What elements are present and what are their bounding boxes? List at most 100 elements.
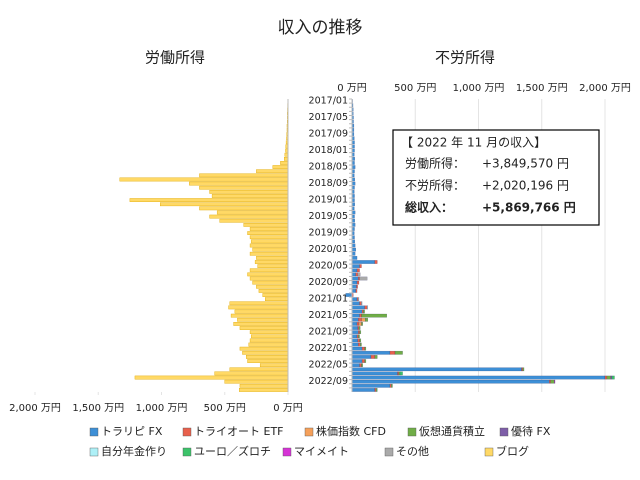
x-tick-label: 2,000 万円 (579, 83, 631, 94)
bar (256, 256, 289, 260)
bar (256, 169, 289, 174)
legend-label: トラリピ FX (101, 425, 163, 438)
bar (355, 289, 358, 293)
bar (370, 355, 375, 359)
bar (357, 272, 361, 277)
bar (351, 289, 356, 293)
bar (351, 297, 358, 302)
x-tick-label: 1,000 万円 (453, 83, 505, 94)
legend-label: 株価指数 CFD (316, 424, 386, 438)
bar (356, 268, 360, 273)
bar (239, 388, 289, 392)
chart-title: 不労所得 (435, 49, 495, 67)
bar (351, 371, 398, 376)
bar (351, 388, 375, 392)
bar (351, 305, 365, 310)
bar (229, 301, 289, 306)
legend-swatch (499, 427, 509, 437)
legend-label: 仮想通貨積立 (419, 424, 485, 438)
bar (374, 260, 378, 264)
annotation-value: +2,020,196 円 (482, 179, 569, 193)
y-tick-label: 2019/01 (309, 195, 348, 206)
y-tick-label: 2022/01 (309, 343, 348, 354)
annotation-box (392, 129, 600, 226)
bar (351, 346, 363, 351)
bar (356, 322, 360, 326)
bar (358, 297, 360, 302)
bar (356, 280, 360, 285)
legend-swatch (89, 447, 99, 457)
bar (351, 367, 522, 372)
bar (249, 227, 289, 231)
bar (280, 161, 289, 165)
bar (249, 268, 289, 273)
legend-swatch (384, 447, 394, 457)
bar (259, 363, 289, 368)
bar (363, 309, 365, 314)
bar (243, 223, 289, 227)
y-tick-label: 2017/01 (309, 96, 348, 107)
bar (239, 383, 289, 388)
bar (351, 338, 358, 343)
bar (357, 338, 360, 343)
bar (252, 280, 289, 285)
y-tick-label: 2020/09 (309, 277, 348, 288)
bar (351, 247, 356, 252)
bar (361, 317, 366, 322)
bar (199, 185, 289, 190)
y-tick-label: 2020/05 (309, 261, 348, 272)
bar (249, 235, 289, 240)
bar (351, 355, 372, 359)
bar (351, 264, 360, 268)
bar (361, 359, 365, 363)
bar (351, 330, 359, 335)
annotation-label: 総収入： (405, 200, 453, 215)
bar (351, 350, 391, 355)
annotation-label: 不労所得： (405, 178, 465, 193)
bar (228, 305, 289, 310)
bar (219, 218, 289, 223)
bar (366, 305, 369, 310)
bar (284, 156, 289, 161)
bar (249, 330, 289, 335)
bar (230, 313, 289, 318)
bar (246, 355, 289, 359)
bar (359, 264, 362, 268)
bar (224, 379, 289, 384)
bar (359, 313, 362, 318)
bar (604, 375, 608, 380)
bar (389, 350, 396, 355)
bar (399, 371, 403, 376)
y-tick-label: 2019/05 (309, 211, 348, 222)
x-tick-label: 0 万円 (273, 403, 303, 414)
bar (119, 177, 289, 182)
legend-swatch (182, 447, 192, 457)
bar (365, 317, 369, 322)
y-tick-label: 2017/05 (309, 112, 348, 123)
x-tick-label: 500 万円 (204, 403, 246, 414)
page-title: 収入の推移 (278, 18, 363, 38)
bar (351, 363, 360, 368)
x-tick-label: 1,500 万円 (72, 403, 124, 414)
bar (247, 359, 289, 363)
legend-label: その他 (396, 445, 429, 458)
bar (351, 309, 363, 314)
bar (189, 181, 289, 186)
bar (239, 326, 289, 330)
bar (248, 342, 289, 347)
bar (611, 375, 615, 380)
legend-label: マイメイト (294, 445, 349, 458)
bar (358, 322, 362, 326)
bar (242, 350, 289, 355)
y-tick-label: 2018/05 (309, 162, 348, 173)
bar (351, 301, 360, 306)
bar (351, 268, 358, 273)
bar (394, 350, 403, 355)
bar (375, 388, 378, 392)
bar (351, 260, 375, 264)
bar (351, 383, 391, 388)
bar (272, 165, 289, 169)
bar (209, 189, 289, 194)
bar (258, 289, 289, 293)
